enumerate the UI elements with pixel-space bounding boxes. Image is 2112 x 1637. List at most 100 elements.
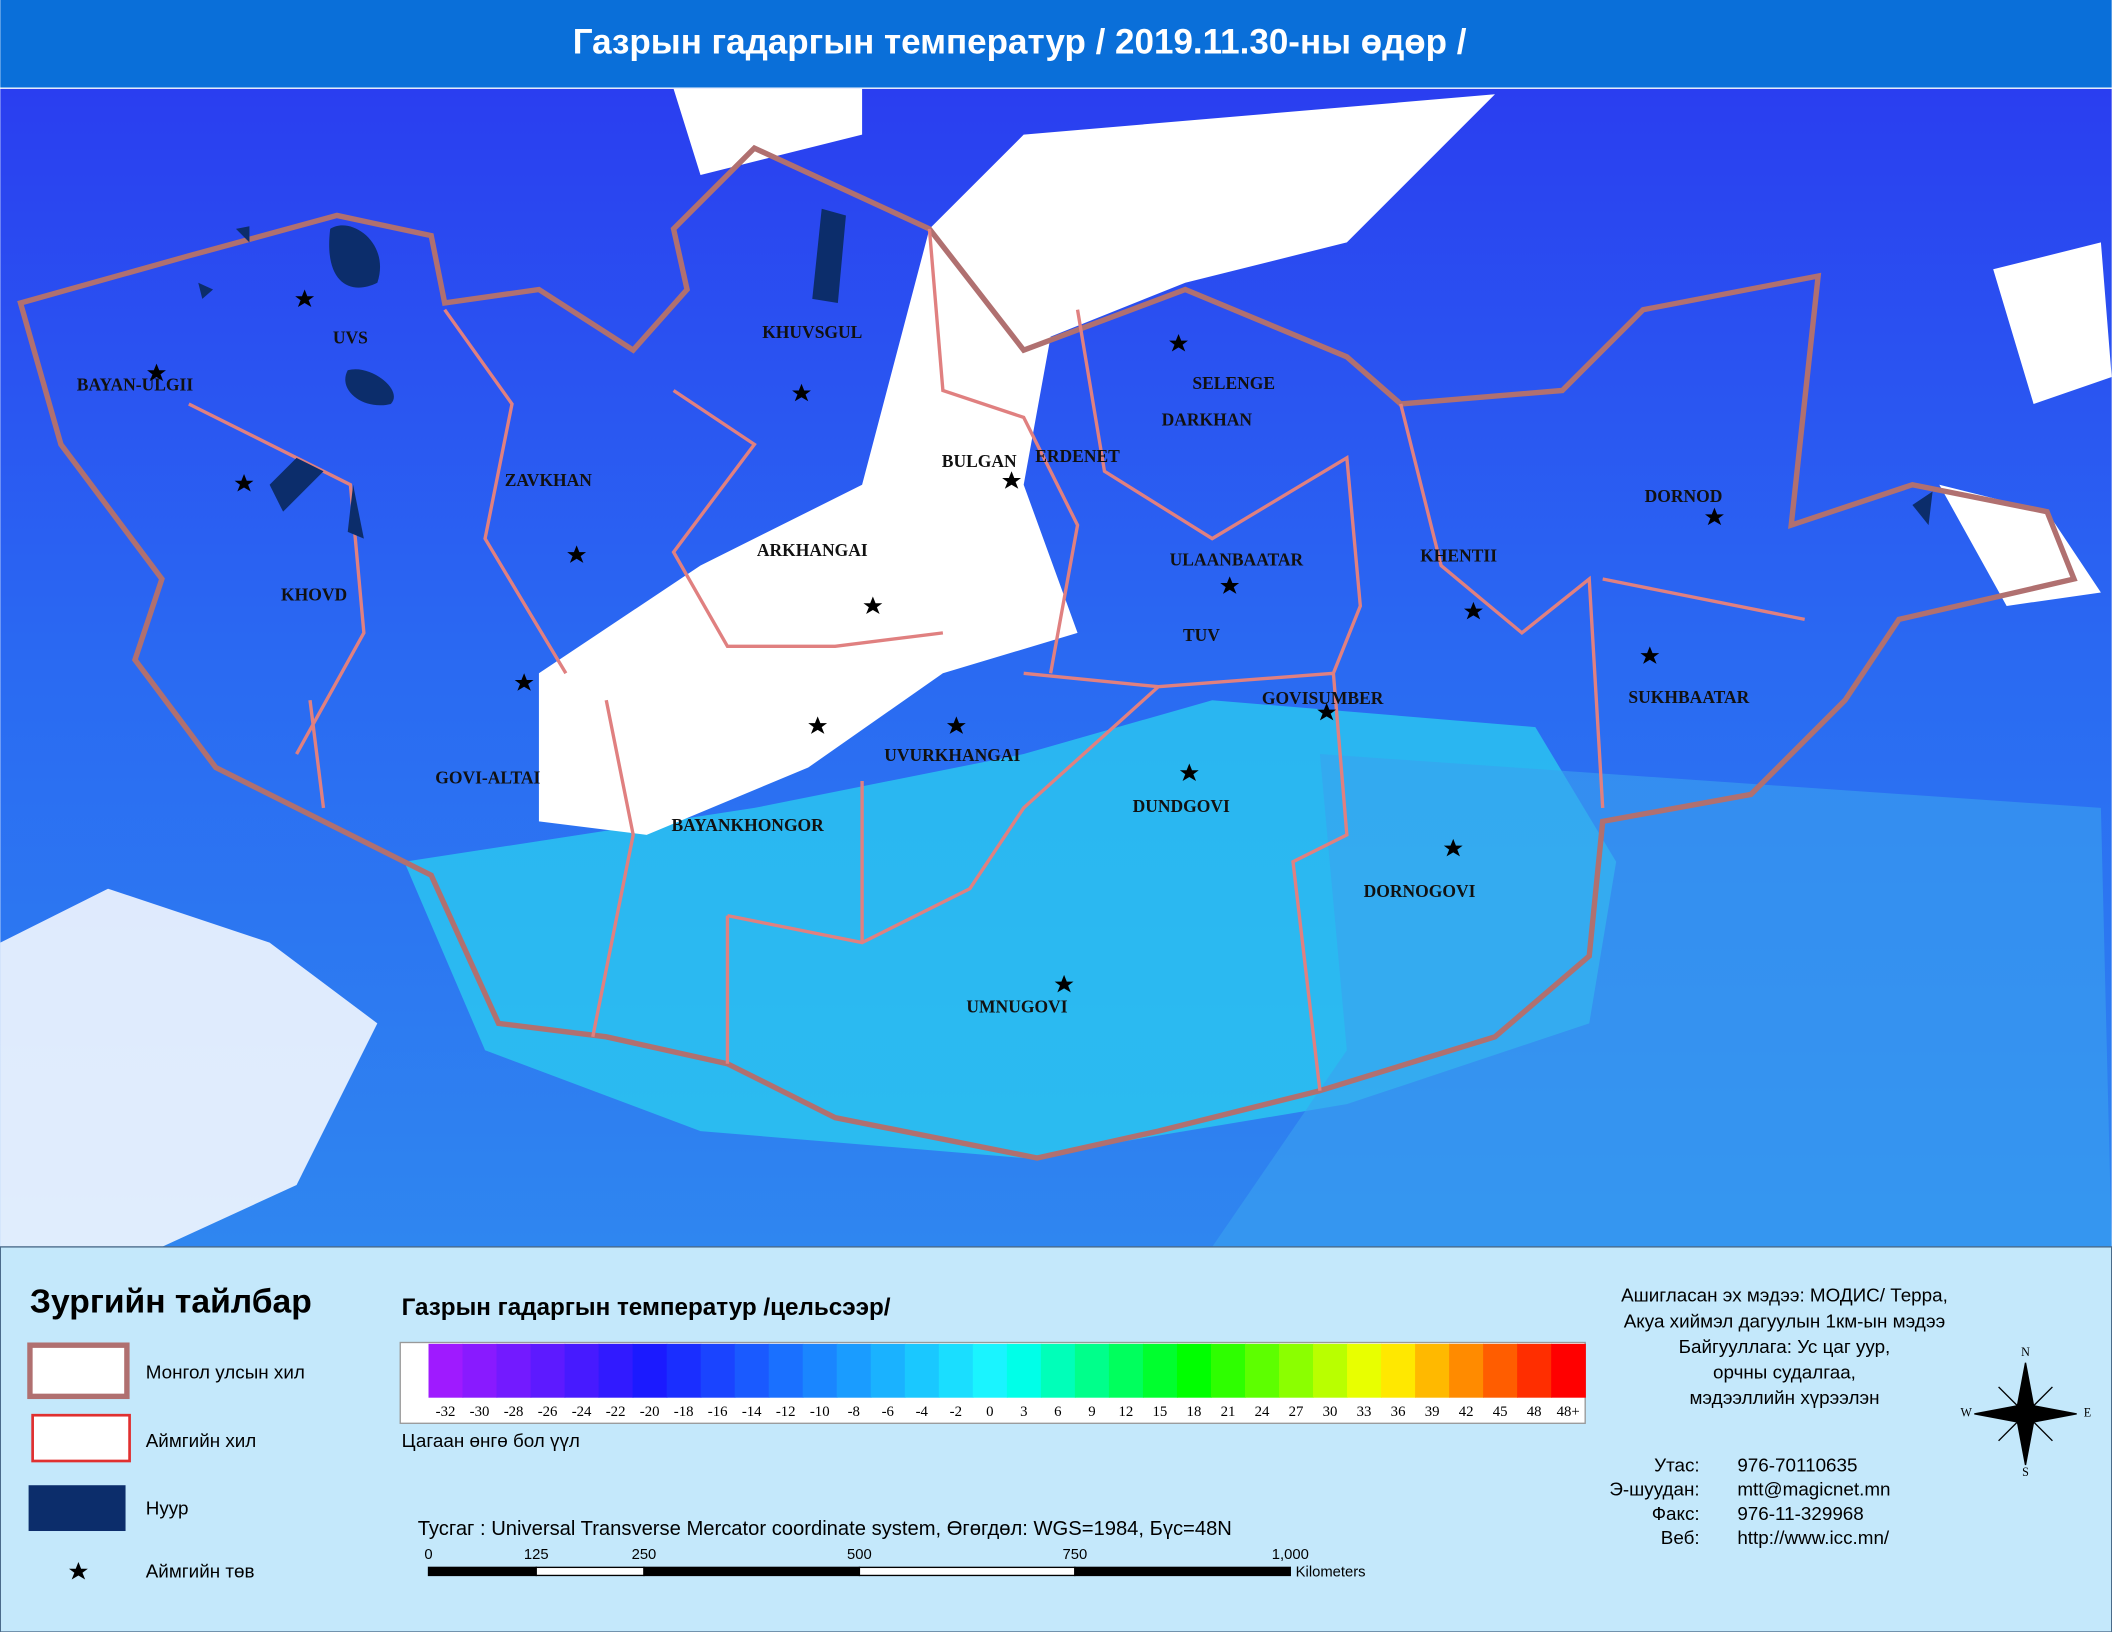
legend-label: Нуур xyxy=(146,1497,189,1518)
cloud xyxy=(1939,242,2112,606)
legend-title: Зургийн тайлбар xyxy=(30,1283,312,1320)
aimag-center xyxy=(1179,763,1199,781)
colorbar-label: -26 xyxy=(538,1404,558,1420)
legend-swatch xyxy=(31,1413,131,1463)
aimag-center xyxy=(946,716,966,734)
colorbar-label: 21 xyxy=(1221,1404,1236,1420)
scale-label: 750 xyxy=(1063,1547,1088,1563)
colorbar-label: -30 xyxy=(470,1404,490,1420)
header-bar xyxy=(0,0,2112,88)
contact-value: 976-11-329968 xyxy=(1737,1503,1863,1524)
aimag-center xyxy=(792,383,811,402)
compass-rose xyxy=(1974,1362,2077,1466)
colorbar-cell xyxy=(1176,1343,1212,1398)
province-label: DORNOD xyxy=(1645,486,1723,506)
colorbar-cell xyxy=(462,1343,498,1398)
province-label: BAYAN-ULGII xyxy=(77,374,194,394)
colorbar-cell xyxy=(632,1343,668,1398)
colorbar-cell xyxy=(1449,1343,1484,1398)
colorbar-label: -12 xyxy=(776,1404,796,1420)
legend-label: Аймгийн хил xyxy=(146,1430,257,1451)
colorbar-label: -24 xyxy=(572,1404,592,1420)
aimag-center xyxy=(863,596,883,615)
colorbar-label: -22 xyxy=(606,1404,626,1420)
colorbar-cell xyxy=(1006,1343,1042,1398)
province-label: DARKHAN xyxy=(1162,409,1253,429)
aimag-center xyxy=(1317,702,1337,721)
colorbar-label: 12 xyxy=(1119,1404,1134,1420)
aimag-center xyxy=(1640,646,1660,664)
colorbar-label: -16 xyxy=(708,1404,728,1420)
province-label: TUV xyxy=(1183,625,1220,645)
colorbar-cell xyxy=(1347,1343,1382,1398)
source-line: Акуа хиймэл дагуулын 1км-ын мэдээ xyxy=(1624,1310,1946,1331)
aimag-center xyxy=(1220,576,1240,594)
scale-label: 0 xyxy=(424,1547,432,1563)
source-line: Байгууллага: Ус цаг уур, xyxy=(1679,1336,1891,1357)
aimag-center xyxy=(1169,333,1188,352)
province-label: SUKHBAATAR xyxy=(1628,687,1749,707)
compass-letter: N xyxy=(2021,1345,2030,1359)
contact-label: Веб: xyxy=(1661,1527,1700,1548)
colorbar-label: -10 xyxy=(810,1404,830,1420)
colorbar-label: 36 xyxy=(1391,1404,1406,1420)
compass-letter: W xyxy=(1961,1406,1973,1420)
aimag-center xyxy=(514,673,534,691)
colorbar-label: 48+ xyxy=(1557,1404,1580,1420)
legend-swatch xyxy=(68,1561,88,1580)
colorbar-label: 6 xyxy=(1054,1404,1061,1420)
colorbar-label: 33 xyxy=(1357,1404,1372,1420)
contact-value: http://www.icc.mn/ xyxy=(1737,1527,1890,1548)
colorbar-cell xyxy=(1142,1343,1178,1398)
colorbar-label: -20 xyxy=(640,1404,660,1420)
colorbar-cell xyxy=(1517,1343,1552,1398)
colorbar-label: -28 xyxy=(504,1404,524,1420)
colorbar-label: 27 xyxy=(1289,1404,1304,1420)
colorbar-cell xyxy=(1483,1343,1518,1398)
colorbar-cell xyxy=(1551,1343,1586,1398)
contact-label: Факс: xyxy=(1652,1503,1700,1524)
projection: Тусгаг : Universal Transverse Mercator c… xyxy=(418,1518,1232,1540)
colorbar-cell xyxy=(564,1343,600,1398)
province-label: UVURKHANGAI xyxy=(884,745,1020,765)
colorbar-cell xyxy=(972,1343,1008,1398)
title: Газрын гадаргын температур / 2019.11.30-… xyxy=(573,23,1467,62)
aimag-center xyxy=(1443,838,1463,857)
scale-segment xyxy=(858,1566,1076,1577)
cloud xyxy=(0,888,378,1247)
province-label: KHOVD xyxy=(281,585,347,605)
colorbar-cell xyxy=(938,1343,974,1398)
source-line: Ашигласан эх мэдээ: МОДИС/ Терра, xyxy=(1621,1285,1948,1306)
colorbar-cell xyxy=(428,1343,464,1398)
colorbar-cell xyxy=(1313,1343,1348,1398)
colorbar-cell xyxy=(666,1343,702,1398)
colorbar-cell xyxy=(1210,1343,1246,1398)
contact-label: Утас: xyxy=(1654,1454,1700,1475)
map: BAYAN-ULGII UVS KHUVSGUL ZAVKHAN KHOVD ARKHAN… xyxy=(0,88,2112,1247)
scale-label: 250 xyxy=(632,1547,657,1563)
colorbar-note: Цагаан өнгө бол үүл xyxy=(402,1430,580,1451)
province-label: ULAANBAATAR xyxy=(1170,550,1304,570)
colorbar-cell xyxy=(1279,1343,1314,1398)
cloud xyxy=(673,88,863,176)
scale-label: 1,000 xyxy=(1272,1547,1309,1563)
colorbar-label: -4 xyxy=(916,1404,929,1420)
colorbar-cell xyxy=(496,1343,532,1398)
aimag-center xyxy=(147,363,166,382)
aimag-center xyxy=(808,716,828,734)
legend-swatch xyxy=(28,1485,126,1532)
aimag-center xyxy=(1002,471,1021,489)
colorbar-title: Газрын гадаргын температур /цельсээр/ xyxy=(402,1294,891,1321)
province-label: ARKHANGAI xyxy=(757,540,868,560)
province-label: ZAVKHAN xyxy=(505,470,593,490)
scale-segment xyxy=(427,1566,537,1577)
colorbar-label: -14 xyxy=(742,1404,762,1420)
colorbar-cell xyxy=(598,1343,634,1398)
province-label: BAYANKHONGOR xyxy=(671,815,824,835)
colorbar-label: -2 xyxy=(950,1404,962,1420)
province-borders xyxy=(188,228,1806,1091)
colorbar-cell xyxy=(1415,1343,1450,1398)
colorbar-cell xyxy=(1244,1343,1280,1398)
province-label: SELENGE xyxy=(1192,373,1275,393)
